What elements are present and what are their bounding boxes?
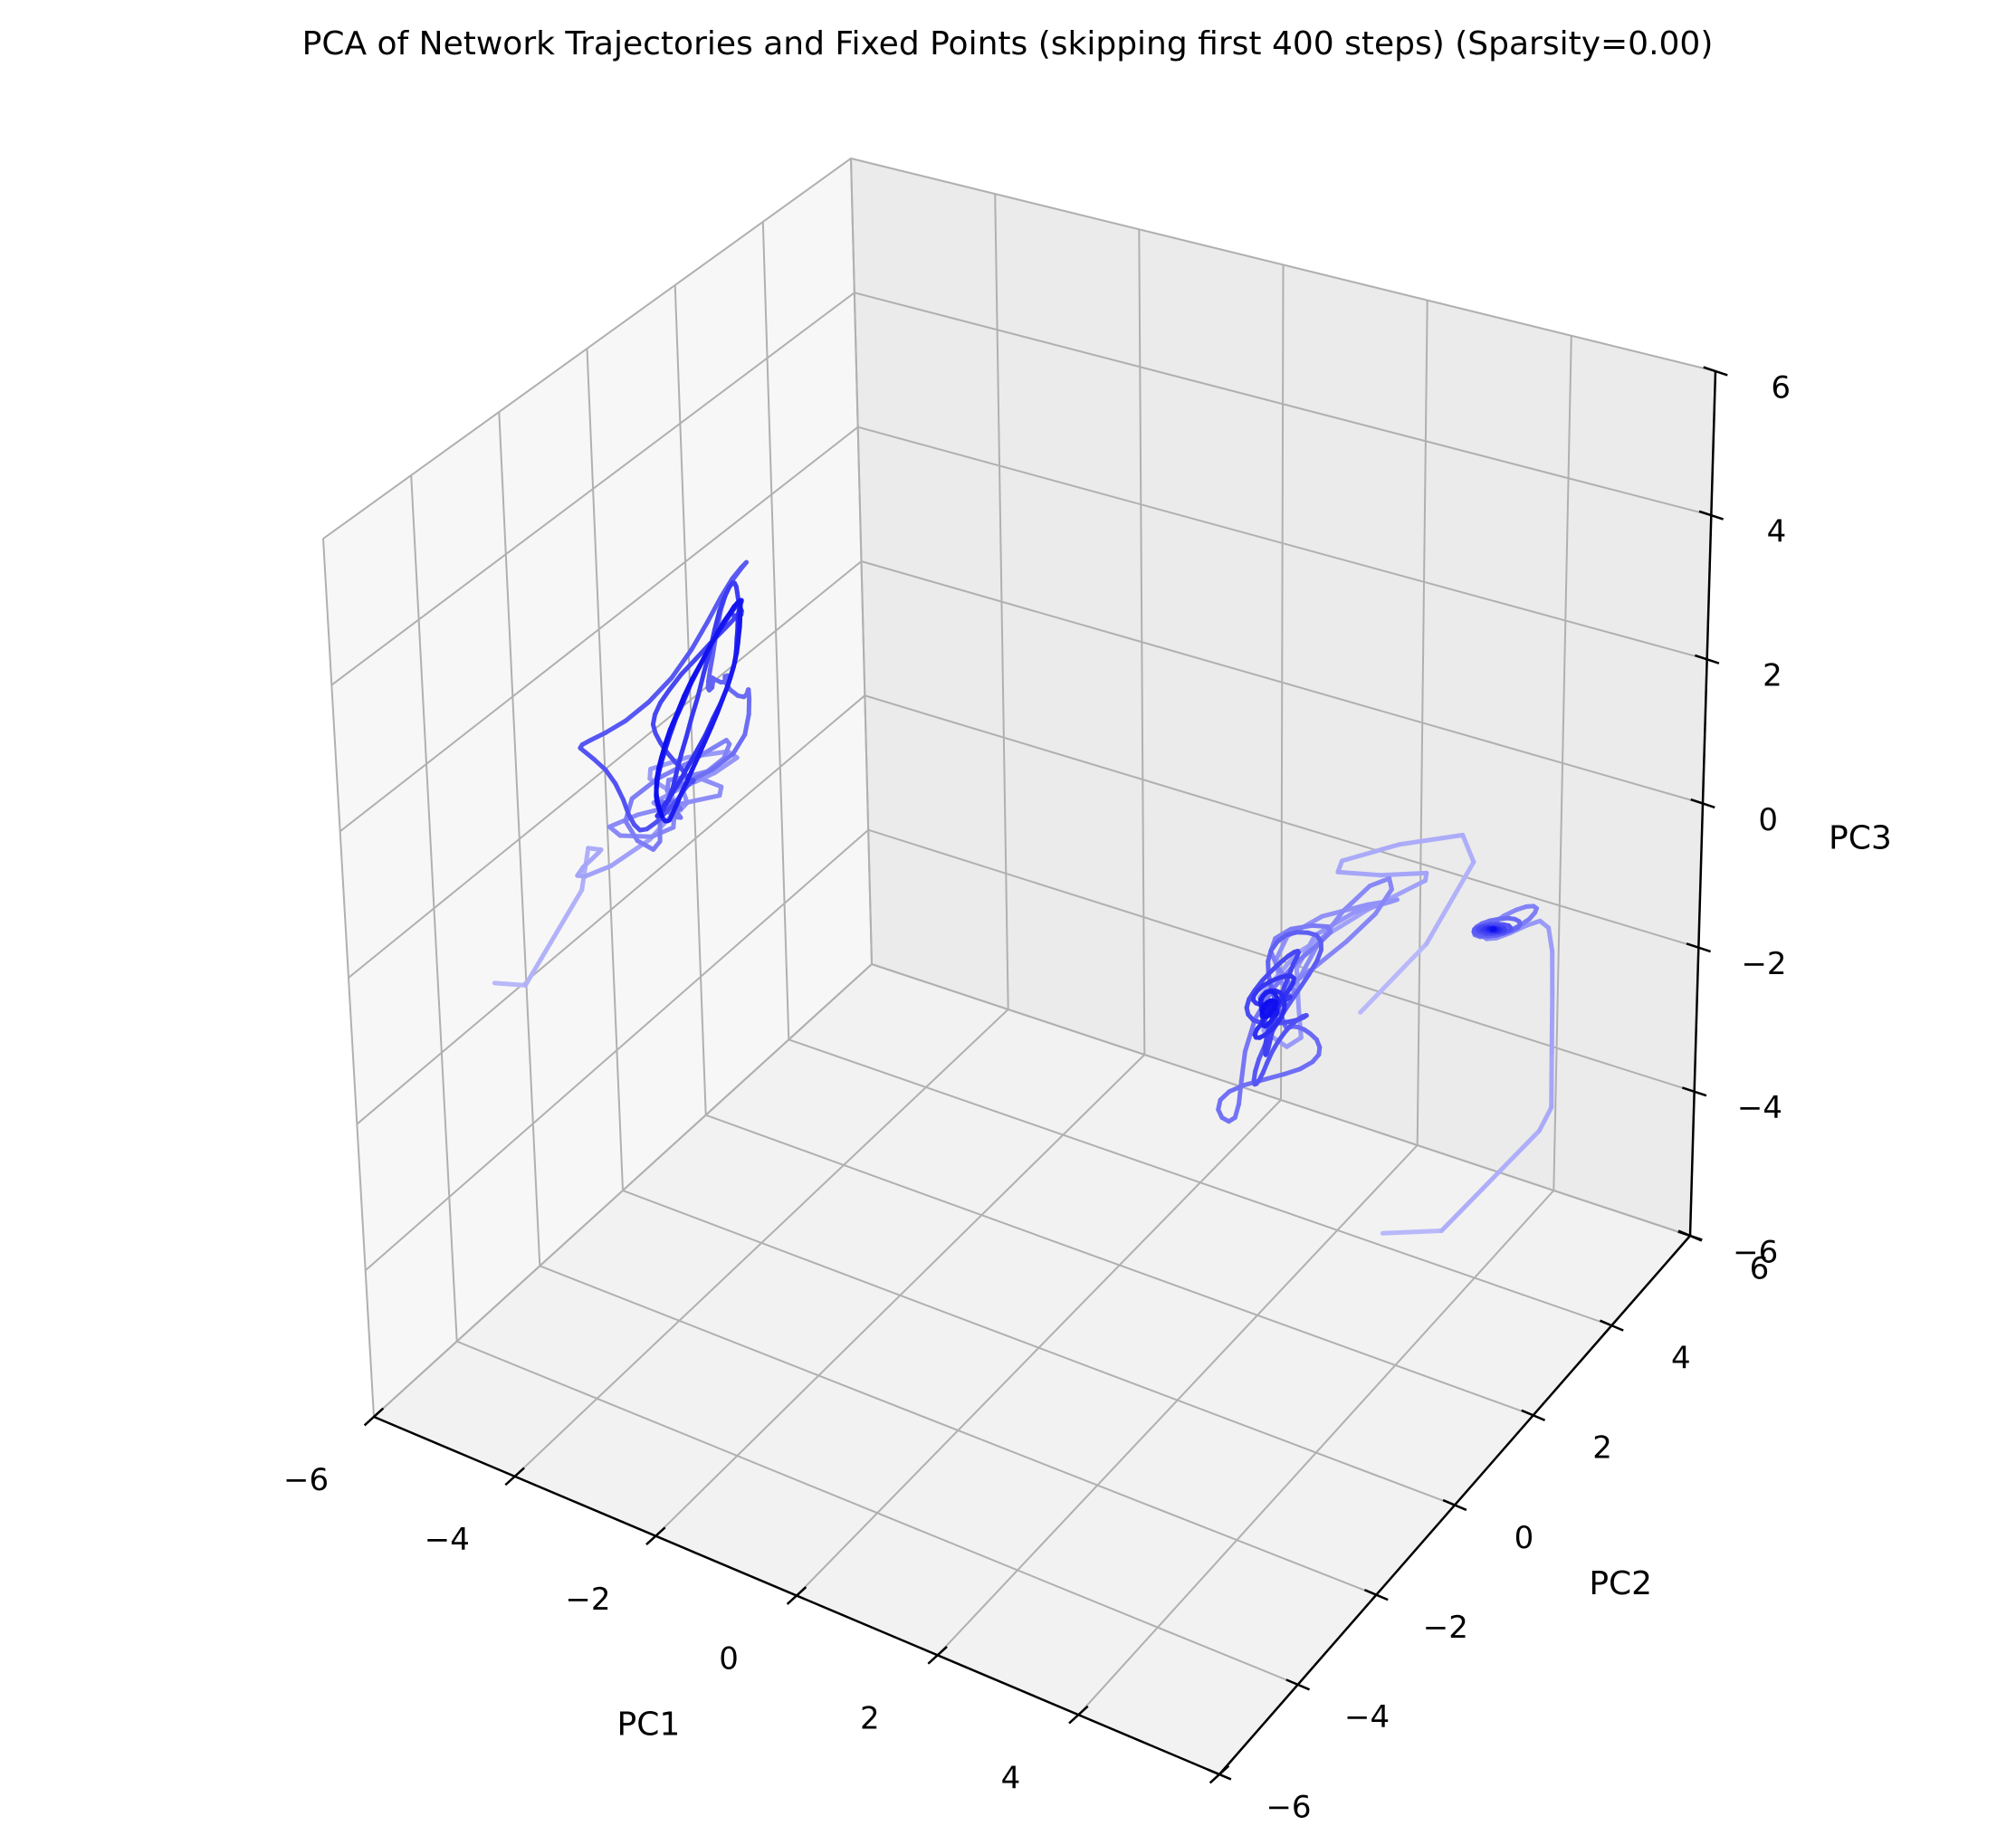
y-tick-label: −2 xyxy=(1423,1610,1468,1646)
x-tick-label: −2 xyxy=(565,1582,610,1618)
trajectory-segment xyxy=(1338,872,1381,875)
trajectory-segment xyxy=(1312,925,1327,926)
y-tick-label: 4 xyxy=(1671,1340,1691,1376)
x-tick-label: 4 xyxy=(1001,1760,1021,1796)
y-tick-label: 2 xyxy=(1592,1430,1612,1467)
z-tick-label: 4 xyxy=(1767,514,1787,550)
z-tick-label: 6 xyxy=(1771,369,1791,406)
z-axis-label: PC3 xyxy=(1829,819,1892,856)
axis-panes xyxy=(323,158,1715,1774)
y-tick-label: −6 xyxy=(1266,1789,1311,1821)
trajectory-segment xyxy=(1299,1007,1302,1037)
z-tick-label: −6 xyxy=(1733,1234,1778,1270)
y-axis-label: PC2 xyxy=(1589,1565,1652,1602)
x-axis-label: PC1 xyxy=(617,1706,681,1744)
x-tick-label: −6 xyxy=(283,1462,329,1498)
z-tick-label: −2 xyxy=(1741,946,1786,982)
trajectory-segment xyxy=(1381,873,1427,875)
z-tick-label: −4 xyxy=(1737,1090,1782,1126)
z-tick-label: 2 xyxy=(1763,658,1782,694)
y-tick-label: 0 xyxy=(1514,1520,1534,1556)
trajectory-segment xyxy=(1262,1009,1263,1011)
trajectory-segment xyxy=(1382,1231,1441,1234)
trajectory-segment xyxy=(1552,995,1553,1053)
trajectory-segment xyxy=(661,811,663,816)
x-tick-label: −4 xyxy=(425,1522,470,1558)
trajectory-segment xyxy=(1552,1053,1553,1108)
y-tick-label: −4 xyxy=(1344,1699,1390,1735)
chart-title: PCA of Network Trajectories and Fixed Po… xyxy=(302,25,1714,62)
z-tick-label: 0 xyxy=(1758,802,1778,838)
trajectory-segment xyxy=(494,983,525,986)
x-tick-label: 0 xyxy=(719,1641,739,1678)
x-tick-label: 2 xyxy=(860,1701,880,1737)
